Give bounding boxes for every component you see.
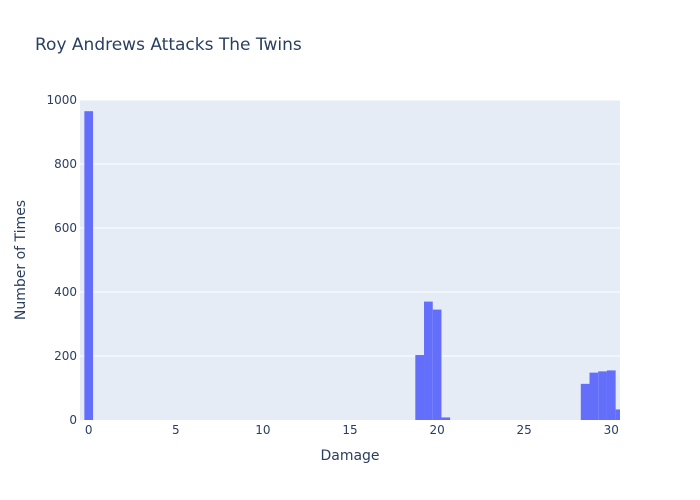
y-tick-label: 400 xyxy=(54,285,77,299)
y-axis-ticks: 0 200 400 600 800 1000 xyxy=(46,93,77,427)
y-tick-label: 1000 xyxy=(46,93,77,107)
x-tick-label: 30 xyxy=(604,423,619,437)
chart-title: Roy Andrews Attacks The Twins xyxy=(35,35,302,55)
x-tick-label: 25 xyxy=(517,423,532,437)
histogram-bar xyxy=(615,409,620,420)
x-axis-ticks: 0 5 10 15 20 25 30 xyxy=(85,423,619,437)
x-tick-label: 15 xyxy=(342,423,357,437)
histogram-bar xyxy=(598,371,607,420)
histogram-bar xyxy=(424,301,433,420)
y-tick-label: 800 xyxy=(54,157,77,171)
y-tick-label: 600 xyxy=(54,221,77,235)
histogram-bar xyxy=(589,372,599,420)
x-tick-label: 20 xyxy=(429,423,444,437)
histogram-bar xyxy=(432,309,442,420)
y-tick-label: 200 xyxy=(54,349,77,363)
x-axis-label: Damage xyxy=(320,448,379,464)
y-axis-label: Number of Times xyxy=(13,200,29,320)
histogram-bars xyxy=(84,111,620,420)
gridlines xyxy=(80,99,620,357)
histogram-bar xyxy=(606,370,616,420)
x-tick-label: 10 xyxy=(255,423,270,437)
histogram-bar xyxy=(415,355,425,420)
y-tick-label: 0 xyxy=(69,413,77,427)
plot-area xyxy=(80,100,620,420)
x-tick-label: 5 xyxy=(172,423,180,437)
x-tick-label: 0 xyxy=(85,423,93,437)
histogram-bar xyxy=(84,111,94,420)
histogram-bar xyxy=(441,417,451,420)
histogram-bar xyxy=(580,383,590,420)
